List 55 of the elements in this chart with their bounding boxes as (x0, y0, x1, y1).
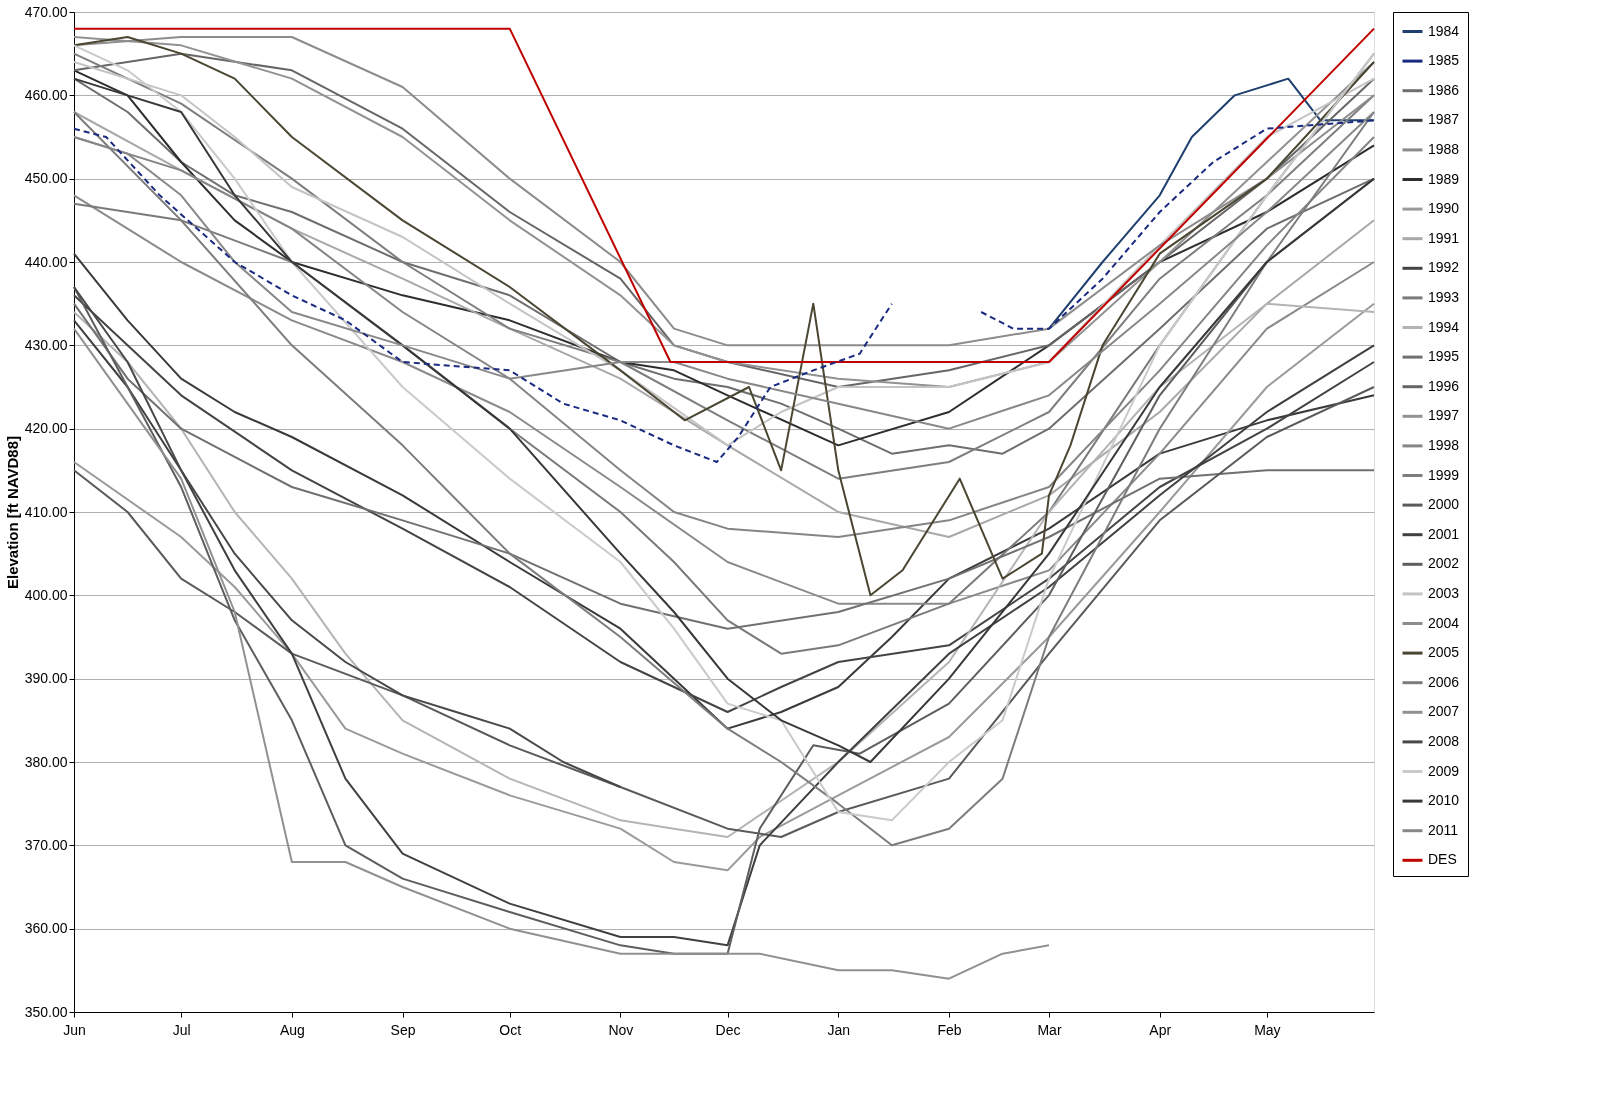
x-tick-label: Nov (608, 1021, 634, 1038)
y-axis-title: Elevation [ft NAVD88] (3, 435, 21, 590)
legend-label: 2010 (1428, 792, 1460, 809)
legend-label: 1993 (1428, 288, 1460, 305)
legend-label: 1987 (1428, 111, 1460, 128)
legend-label: 1994 (1428, 318, 1460, 335)
x-tick-label: Sep (390, 1021, 416, 1038)
y-tick-label: 390.00 (24, 670, 68, 687)
legend-label: DES (1428, 851, 1457, 868)
legend-label: 1985 (1428, 52, 1460, 69)
y-tick-label: 410.00 (24, 503, 68, 520)
legend-label: 2005 (1428, 644, 1460, 661)
y-tick-label: 420.00 (24, 420, 68, 437)
x-tick-label: Mar (1037, 1021, 1062, 1038)
x-tick-label: Apr (1149, 1021, 1172, 1038)
legend-label: 1995 (1428, 348, 1460, 365)
legend-label: 1986 (1428, 81, 1460, 98)
x-tick-label: Oct (499, 1021, 522, 1038)
legend-label: 2002 (1428, 555, 1460, 572)
x-tick-label: Dec (715, 1021, 741, 1038)
y-tick-label: 470.00 (24, 3, 68, 20)
y-tick-label: 450.00 (24, 170, 68, 187)
legend-label: 2001 (1428, 525, 1460, 542)
x-tick-label: May (1254, 1021, 1281, 1038)
x-tick-label: Jul (172, 1021, 191, 1038)
y-tick-label: 380.00 (24, 753, 68, 770)
legend-label: 1989 (1428, 170, 1460, 187)
legend-label: 2006 (1428, 673, 1460, 690)
legend-label: 2007 (1428, 703, 1460, 720)
y-tick-label: 430.00 (24, 336, 68, 353)
legend-label: 1984 (1428, 22, 1460, 39)
y-tick-label: 360.00 (24, 920, 68, 937)
legend-label: 1988 (1428, 140, 1460, 157)
legend-label: 1990 (1428, 200, 1460, 217)
y-tick-label: 370.00 (24, 836, 68, 853)
legend-label: 1991 (1428, 229, 1460, 246)
x-tick-label: Jan (827, 1021, 851, 1038)
x-tick-label: Aug (279, 1021, 305, 1038)
y-tick-label: 440.00 (24, 253, 68, 270)
y-tick-label: 350.00 (24, 1003, 68, 1020)
legend-label: 2008 (1428, 732, 1460, 749)
x-tick-label: Jun (63, 1021, 86, 1038)
legend-label: 1996 (1428, 377, 1460, 394)
legend-label: 2000 (1428, 496, 1460, 513)
legend-label: 1998 (1428, 436, 1460, 453)
legend-label: 2009 (1428, 762, 1460, 779)
legend-label: 2003 (1428, 584, 1460, 601)
x-tick-label: Feb (937, 1021, 962, 1038)
legend-label: 1999 (1428, 466, 1460, 483)
legend-label: 1992 (1428, 259, 1460, 276)
legend-label: 2011 (1428, 821, 1459, 838)
legend-label: 2004 (1428, 614, 1460, 631)
y-tick-label: 460.00 (24, 86, 68, 103)
legend-label: 1997 (1428, 407, 1460, 424)
y-tick-label: 400.00 (24, 586, 68, 603)
